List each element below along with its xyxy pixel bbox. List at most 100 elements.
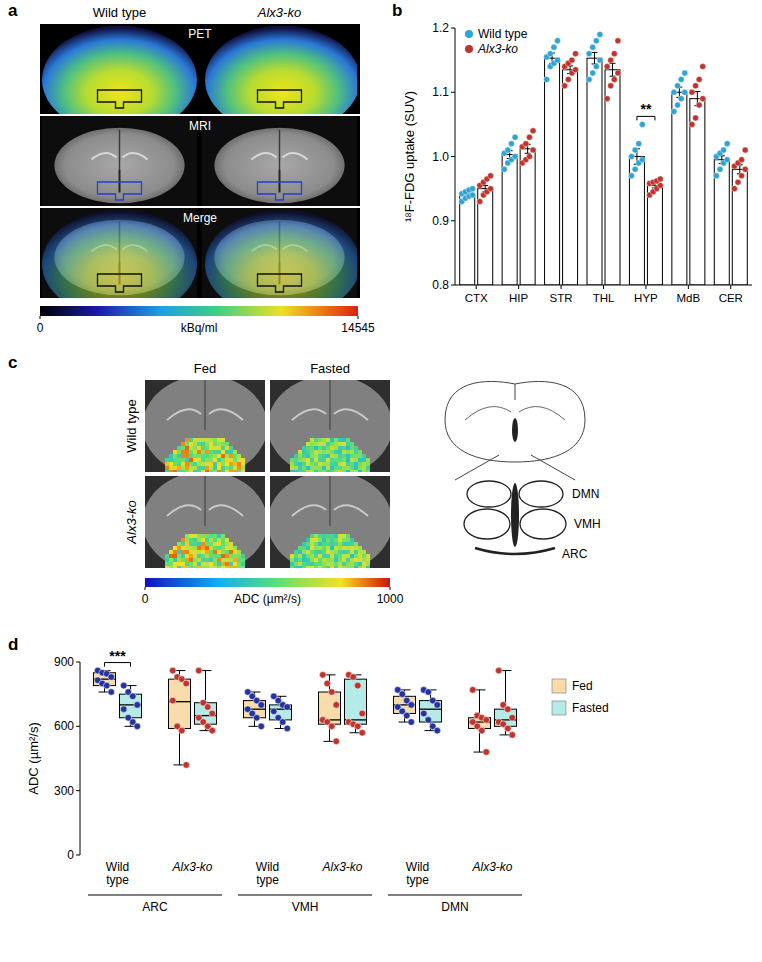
mri-ventricle (119, 170, 121, 193)
adc-pixel (338, 470, 342, 472)
data-point (319, 672, 326, 679)
adc-pixel (177, 454, 181, 458)
adc-pixel (177, 546, 181, 550)
error-line (594, 52, 595, 64)
group-label: DMN (441, 900, 468, 914)
adc-pixel (310, 534, 314, 538)
mri-brain (145, 476, 265, 568)
group-line (238, 895, 372, 896)
adc-pixel (189, 538, 193, 542)
adc-pixel (189, 446, 193, 450)
adc-pixel (205, 534, 209, 538)
adc-pixel (201, 546, 205, 550)
adc-pixel (205, 542, 209, 546)
adc-pixel (330, 542, 334, 546)
data-point (328, 689, 335, 696)
y-tick-label: 0.9 (432, 214, 449, 228)
adc-pixel (209, 558, 213, 562)
adc-pixel (185, 442, 189, 446)
adc-pixel (209, 562, 213, 566)
data-point (478, 727, 485, 734)
data-point (477, 198, 483, 204)
adc-pixel (334, 442, 338, 446)
colorbar (40, 306, 358, 316)
adc-pixel (217, 562, 221, 566)
adc-pixel (201, 442, 205, 446)
adc-pixel (322, 550, 326, 554)
adc-pixel (229, 454, 233, 458)
adc-pixel (241, 470, 245, 472)
adc-pixel (185, 558, 189, 562)
adc-pixel (334, 534, 338, 538)
mri-structure (334, 409, 368, 420)
y-tick-label: 1.2 (432, 21, 449, 35)
adc-pixel (306, 458, 310, 462)
data-point (183, 680, 190, 687)
adc-pixel (205, 554, 209, 558)
adc-pixel (217, 542, 221, 546)
x-tick-label: Alx3-ko (471, 860, 512, 874)
adc-pixel (213, 546, 217, 550)
adc-pixel (366, 458, 370, 462)
group-line (88, 895, 222, 896)
bar (460, 195, 475, 285)
adc-pixel (306, 558, 310, 562)
mri-structure (209, 409, 243, 420)
adc-pixel (326, 550, 330, 554)
adc-pixel (346, 538, 350, 542)
adc-pixel (362, 454, 366, 458)
data-point (678, 76, 684, 82)
adc-pixel (338, 546, 342, 550)
colorbar-tick-label: 14545 (341, 321, 375, 335)
brain-image (202, 24, 357, 114)
mri-brain (145, 380, 265, 472)
error-cap (694, 91, 700, 92)
data-point (632, 147, 638, 153)
adc-pixel (294, 554, 298, 558)
adc-pixel (334, 562, 338, 566)
adc-pixel (193, 542, 197, 546)
data-point (284, 704, 291, 711)
x-tick-label: HIP (509, 292, 529, 304)
adc-pixel (334, 454, 338, 458)
roi-outline (258, 182, 302, 200)
adc-pixel (193, 450, 197, 454)
adc-pixel (326, 462, 330, 466)
panel-letter: d (8, 635, 18, 654)
adc-pixel (197, 458, 201, 462)
region-label: DMN (572, 487, 599, 501)
data-point (495, 667, 502, 674)
mri-structure (167, 505, 201, 516)
adc-pixel (294, 566, 298, 568)
adc-pixel (217, 566, 221, 568)
adc-pixel (213, 554, 217, 558)
adc-pixel (322, 566, 326, 568)
adc-pixel (302, 562, 306, 566)
mri-midline (329, 476, 331, 526)
adc-pixel (185, 470, 189, 472)
label-line: type (406, 873, 429, 887)
x-tick (518, 285, 519, 289)
mri-image (270, 476, 390, 568)
mri-image (145, 380, 265, 472)
adc-pixel (310, 546, 314, 550)
adc-pixel (165, 554, 169, 558)
adc-pixel (197, 534, 201, 538)
panel-d: d0300600900ADC (µm²/s)WildtypeAlx3-koARC… (8, 635, 609, 914)
x-tick-label: Wildtype (256, 860, 279, 887)
adc-pixel (189, 450, 193, 454)
adc-pixel (169, 458, 173, 462)
schematic-structure (519, 407, 565, 420)
adc-pixel (314, 470, 318, 472)
adc-pixel (165, 566, 169, 568)
data-point (508, 141, 514, 147)
adc-pixel (173, 546, 177, 550)
colorbar-tick-label: 0 (142, 592, 149, 606)
adc-pixel (306, 446, 310, 450)
y-tick (76, 790, 80, 791)
adc-pixel (229, 566, 233, 568)
data-point (572, 51, 578, 57)
adc-pixel (338, 542, 342, 546)
data-point (354, 682, 361, 689)
adc-pixel (197, 566, 201, 568)
